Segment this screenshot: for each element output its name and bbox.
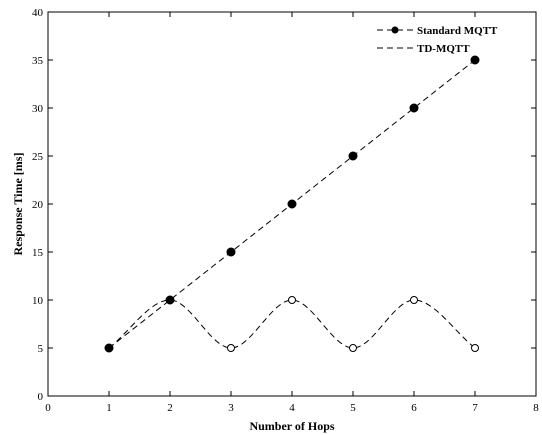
y-tick-label: 30 — [32, 103, 44, 115]
y-tick-label: 25 — [32, 151, 44, 163]
data-point-td-mqtt — [410, 296, 418, 304]
data-point-standard-mqtt — [226, 247, 236, 257]
y-tick-label: 0 — [38, 391, 44, 403]
axis-ticks: 0 1 2 3 4 5 6 7 8 0 5 10 15 20 25 30 35 40 — [32, 7, 539, 414]
legend-label-standard-mqtt: Standard MQTT — [417, 25, 498, 37]
data-point-td-mqtt — [227, 344, 235, 352]
data-point-standard-mqtt — [348, 151, 358, 161]
x-tick-label: 5 — [350, 402, 356, 414]
legend-label-td-mqtt: TD-MQTT — [417, 43, 470, 55]
x-tick-label: 4 — [289, 402, 295, 414]
x-axis-title: Number of Hops — [249, 419, 334, 433]
y-tick-label: 10 — [32, 295, 44, 307]
legend-marker-standard-mqtt — [391, 26, 399, 34]
data-point-standard-mqtt — [409, 103, 419, 113]
y-axis-title: Response Time [ms] — [11, 153, 25, 256]
x-tick-label: 2 — [167, 402, 173, 414]
x-tick-label: 6 — [411, 402, 417, 414]
y-tick-label: 35 — [32, 55, 44, 67]
x-tick-label: 0 — [45, 402, 51, 414]
data-point-td-mqtt — [471, 344, 479, 352]
legend: Standard MQTT TD-MQTT — [377, 25, 498, 55]
y-tick-label: 15 — [32, 247, 44, 259]
data-point-standard-mqtt — [287, 199, 297, 209]
y-tick-label: 40 — [32, 7, 44, 19]
x-tick-label: 3 — [228, 402, 234, 414]
data-point-standard-mqtt — [165, 295, 175, 305]
series-layer — [104, 55, 480, 353]
x-tick-label: 7 — [472, 402, 478, 414]
y-tick-label: 20 — [32, 199, 44, 211]
data-point-standard-mqtt — [104, 343, 114, 353]
x-tick-label: 8 — [533, 402, 539, 414]
x-tick-label: 1 — [106, 402, 112, 414]
y-tick-label: 5 — [38, 343, 44, 355]
data-point-td-mqtt — [349, 344, 357, 352]
data-point-standard-mqtt — [470, 55, 480, 65]
data-point-td-mqtt — [288, 296, 296, 304]
